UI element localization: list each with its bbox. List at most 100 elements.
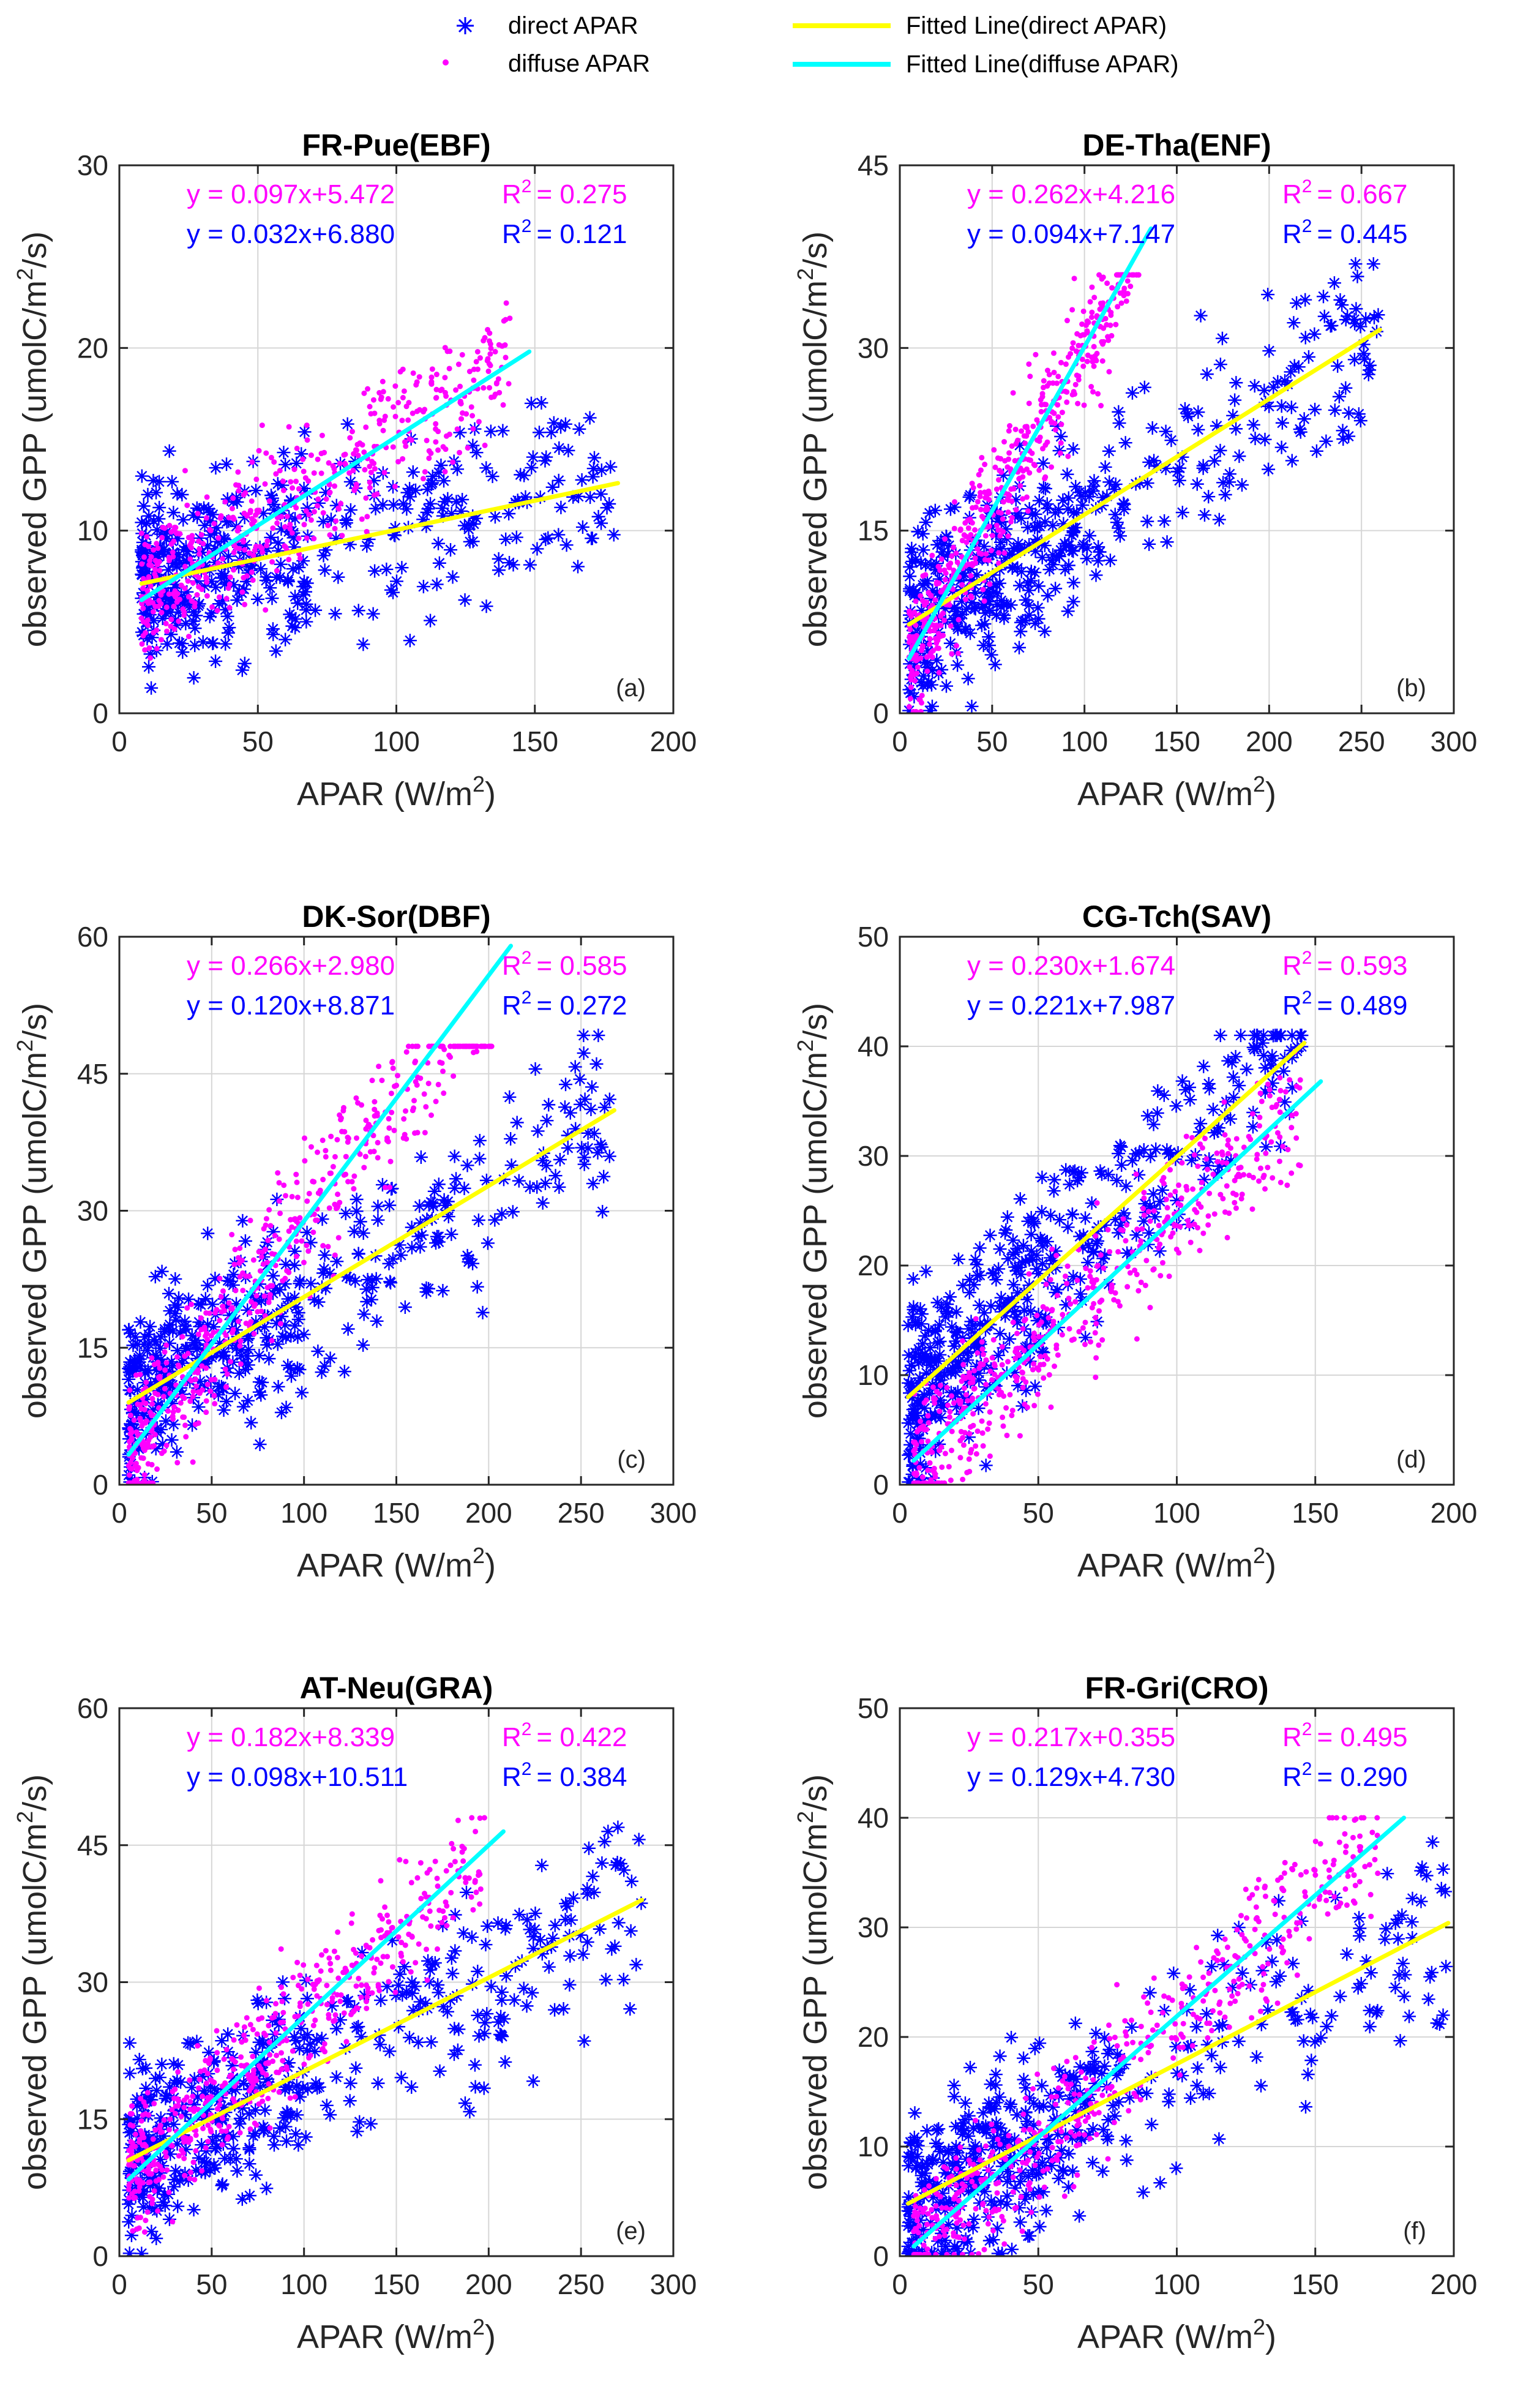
diffuse-apar-point xyxy=(405,1043,411,1049)
diffuse-apar-point xyxy=(400,1959,406,1965)
diffuse-apar-point xyxy=(996,1392,1002,1398)
diffuse-apar-point xyxy=(1013,507,1019,513)
diffuse-apar-point xyxy=(927,1460,933,1466)
diffuse-apar-point xyxy=(1265,1165,1271,1171)
direct-apar-point xyxy=(1011,640,1027,655)
diffuse-apar-point xyxy=(247,508,253,514)
diffuse-apar-point xyxy=(254,2031,260,2037)
diffuse-apar-point xyxy=(236,1260,242,1266)
direct-apar-point xyxy=(1169,1098,1184,1114)
diffuse-apar-point xyxy=(392,484,398,490)
diffuse-apar-point xyxy=(328,1133,334,1139)
diffuse-apar-point xyxy=(916,697,922,703)
diffuse-apar-point xyxy=(131,1417,137,1423)
diffuse-apar-point xyxy=(1048,1404,1054,1410)
diffuse-apar-point xyxy=(963,596,969,602)
direct-apar-point xyxy=(1211,512,1227,527)
diffuse-apar-point xyxy=(372,1098,378,1105)
direct-apar-point xyxy=(577,1092,593,1107)
direct-apar-point xyxy=(340,1321,356,1337)
diffuse-apar-point xyxy=(1005,1359,1011,1365)
diffuse-apar-point xyxy=(986,497,992,503)
diffuse-apar-point xyxy=(403,1108,409,1114)
diffuse-apar-point xyxy=(238,1338,244,1344)
diffuse-apar-point xyxy=(361,449,367,456)
diffuse-apar-point xyxy=(162,525,168,531)
diffuse-apar-point xyxy=(203,1398,209,1404)
direct-apar-point xyxy=(964,699,979,713)
diffuse-apar-point xyxy=(953,550,959,556)
diffuse-apar-point xyxy=(453,387,459,393)
diffuse-apar-point xyxy=(1289,1170,1295,1176)
diffuse-apar-point xyxy=(1191,1221,1197,1228)
diffuse-apar-point xyxy=(149,1395,155,1401)
diffuse-apar-point xyxy=(327,532,333,538)
diffuse-apar-point xyxy=(1118,300,1124,306)
diffuse-apar-point xyxy=(204,1381,211,1387)
diffuse-apar-point xyxy=(443,446,449,452)
diffuse-apar-point xyxy=(391,404,397,410)
diffuse-apar-point xyxy=(985,1426,991,1432)
direct-apar-point xyxy=(337,1363,353,1379)
diffuse-apar-point xyxy=(174,530,180,536)
direct-apar-point xyxy=(234,2191,250,2207)
direct-apar-point xyxy=(351,2019,366,2035)
direct-apar-point xyxy=(1046,1183,1061,1199)
diffuse-apar-point xyxy=(1051,369,1057,375)
direct-apar-point xyxy=(583,1101,599,1117)
diffuse-apar-point xyxy=(162,2149,168,2155)
diffuse-apar-point xyxy=(949,1447,955,1453)
diffuse-apar-point xyxy=(193,1383,200,1389)
diffuse-apar-point xyxy=(1050,350,1057,356)
direct-apar-point xyxy=(623,1923,638,1938)
direct-apar-point xyxy=(1294,1027,1309,1043)
diffuse-apar-point xyxy=(306,512,312,518)
diffuse-apar-point xyxy=(1036,1333,1042,1340)
diffuse-apar-point xyxy=(921,618,927,625)
diffuse-apar-point xyxy=(416,1941,422,1947)
diffuse-apar-point xyxy=(337,460,343,467)
diffuse-apar-point xyxy=(243,1273,249,1279)
direct-apar-point xyxy=(1284,400,1300,415)
diffuse-apar-point xyxy=(1000,1423,1006,1429)
diffuse-apar-point xyxy=(971,1368,978,1374)
diffuse-apar-point xyxy=(182,468,188,474)
diffuse-apar-point xyxy=(1246,1133,1252,1139)
diffuse-apar-point xyxy=(953,643,959,649)
diffuse-apar-point xyxy=(1094,1200,1100,1206)
direct-apar-point xyxy=(277,632,293,647)
direct-apar-point xyxy=(1197,507,1213,523)
direct-apar-point xyxy=(291,1305,306,1321)
diffuse-apar-point xyxy=(1179,1160,1185,1166)
diffuse-apar-point xyxy=(967,1375,973,1381)
diffuse-apar-point xyxy=(1014,1330,1020,1337)
diffuse-apar-point xyxy=(1044,1306,1050,1312)
direct-apar-point xyxy=(906,1302,921,1318)
diffuse-apar-point xyxy=(269,1251,275,1257)
diffuse-apar-point xyxy=(1022,440,1028,446)
diffuse-apar-point xyxy=(414,408,420,414)
diffuse-apar-point xyxy=(1183,1133,1189,1139)
diffuse-apar-point xyxy=(241,2032,247,2038)
direct-apar-point xyxy=(1191,422,1206,438)
diffuse-apar-point xyxy=(410,370,416,376)
direct-apar-point xyxy=(448,1171,464,1187)
diffuse-apar-point xyxy=(1241,1144,1247,1150)
diffuse-apar-point xyxy=(343,1153,349,1160)
diffuse-apar-point xyxy=(1145,1209,1151,1215)
diffuse-apar-point xyxy=(1001,439,1008,445)
diffuse-apar-point xyxy=(1167,1167,1173,1173)
diffuse-apar-point xyxy=(989,533,995,539)
diffuse-apar-point xyxy=(158,637,164,643)
diffuse-apar-point xyxy=(350,2009,356,2015)
diffuse-apar-point xyxy=(274,568,280,574)
diffuse-apar-point xyxy=(1023,1379,1029,1385)
diffuse-apar-point xyxy=(926,1420,932,1426)
diffuse-apar-point xyxy=(145,1461,151,1467)
diffuse-apar-point xyxy=(310,1179,316,1185)
diffuse-apar-point xyxy=(338,500,344,506)
direct-apar-point xyxy=(182,2036,198,2052)
diffuse-apar-point xyxy=(211,1392,217,1398)
direct-apar-point xyxy=(905,1271,921,1287)
direct-apar-point xyxy=(402,2030,417,2046)
